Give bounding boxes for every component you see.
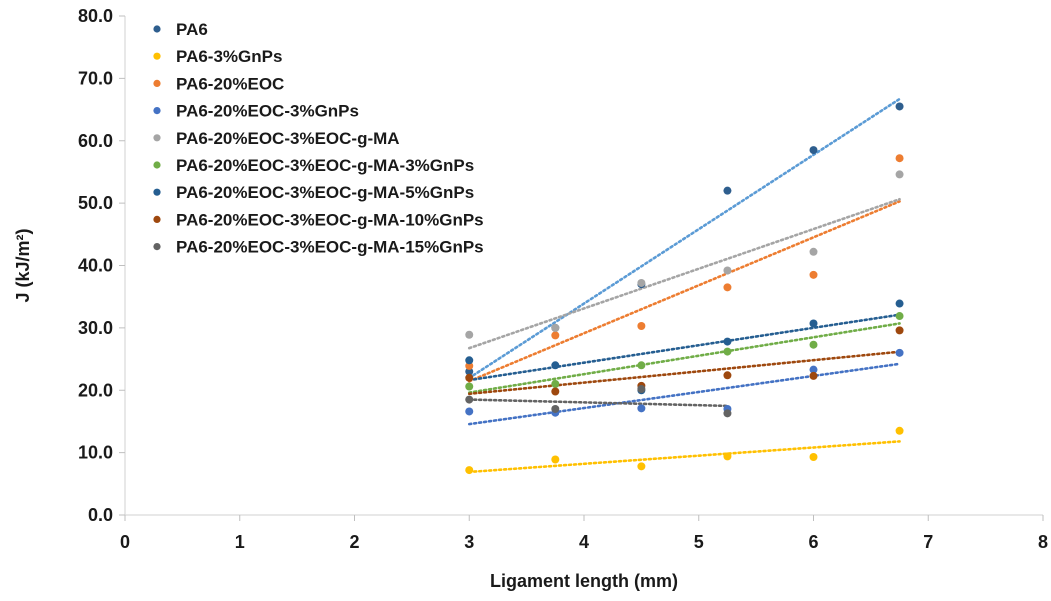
data-point-PA6-20%EOC-3%EOC-g-MA-3%GnPs bbox=[637, 361, 645, 369]
data-point-PA6-20%EOC-3%EOC-g-MA bbox=[723, 266, 731, 274]
data-point-PA6-20%EOC-3%EOC-g-MA-10%GnPs bbox=[896, 326, 904, 334]
data-point-PA6-20%EOC-3%EOC-g-MA-3%GnPs bbox=[465, 383, 473, 391]
legend-label: PA6-20%EOC bbox=[176, 74, 284, 93]
y-tick-label: 50.0 bbox=[78, 193, 113, 213]
data-point-PA6-20%EOC-3%GnPs bbox=[637, 404, 645, 412]
legend-marker-PA6 bbox=[153, 25, 160, 32]
y-tick-label: 10.0 bbox=[78, 443, 113, 463]
data-point-PA6-3%GnPs bbox=[551, 455, 559, 463]
data-point-PA6-20%EOC-3%EOC-g-MA-15%GnPs bbox=[465, 396, 473, 404]
data-point-PA6-20%EOC-3%EOC-g-MA-5%GnPs bbox=[896, 300, 904, 308]
data-point-PA6-20%EOC-3%EOC-g-MA bbox=[465, 331, 473, 339]
data-point-PA6-20%EOC bbox=[551, 331, 559, 339]
x-axis-title: Ligament length (mm) bbox=[490, 571, 678, 591]
data-point-PA6-20%EOC-3%GnPs bbox=[465, 407, 473, 415]
data-point-PA6-3%GnPs bbox=[637, 462, 645, 470]
data-point-PA6-20%EOC-3%EOC-g-MA-5%GnPs bbox=[551, 361, 559, 369]
data-point-PA6-3%GnPs bbox=[810, 453, 818, 461]
legend-marker-PA6-20%EOC-3%EOC-g-MA bbox=[153, 134, 160, 141]
data-point-PA6-20%EOC-3%EOC-g-MA-3%GnPs bbox=[810, 341, 818, 349]
legend-marker-PA6-20%EOC-3%EOC-g-MA-15%GnPs bbox=[153, 243, 160, 250]
y-tick-label: 30.0 bbox=[78, 318, 113, 338]
data-point-PA6 bbox=[810, 146, 818, 154]
x-tick-label: 1 bbox=[235, 532, 245, 552]
data-point-PA6-3%GnPs bbox=[896, 427, 904, 435]
legend-label: PA6-20%EOC-3%EOC-g-MA-3%GnPs bbox=[176, 156, 474, 175]
data-point-PA6-20%EOC-3%EOC-g-MA bbox=[551, 324, 559, 332]
data-points bbox=[465, 102, 903, 474]
data-point-PA6-20%EOC-3%EOC-g-MA-3%GnPs bbox=[896, 312, 904, 320]
data-point-PA6-20%EOC-3%EOC-g-MA-10%GnPs bbox=[465, 374, 473, 382]
legend-marker-PA6-20%EOC bbox=[153, 80, 160, 87]
data-point-PA6-20%EOC-3%EOC-g-MA-3%GnPs bbox=[551, 380, 559, 388]
legend-label: PA6-3%GnPs bbox=[176, 47, 282, 66]
trendlines bbox=[469, 99, 899, 472]
data-point-PA6-20%EOC-3%EOC-g-MA-3%GnPs bbox=[723, 348, 731, 356]
legend: PA6 PA6-3%GnPs PA6-20%EOC PA6-20%EOC-3%GnPs… bbox=[153, 20, 483, 257]
legend-label: PA6-20%EOC-3%EOC-g-MA-5%GnPs bbox=[176, 183, 474, 202]
y-axis-title: J (kJ/m²) bbox=[13, 228, 33, 302]
y-tick-label: 20.0 bbox=[78, 380, 113, 400]
x-tick-label: 5 bbox=[694, 532, 704, 552]
trendline-PA6-20%EOC-3%EOC-g-MA-5%GnPs bbox=[469, 315, 899, 380]
legend-label: PA6-20%EOC-3%GnPs bbox=[176, 102, 359, 121]
data-point-PA6-3%GnPs bbox=[723, 452, 731, 460]
data-point-PA6-20%EOC bbox=[637, 322, 645, 330]
data-point-PA6 bbox=[723, 187, 731, 195]
legend-label: PA6 bbox=[176, 20, 208, 39]
data-point-PA6-20%EOC-3%EOC-g-MA-10%GnPs bbox=[551, 387, 559, 395]
data-point-PA6-20%EOC-3%EOC-g-MA bbox=[810, 248, 818, 256]
legend-marker-PA6-20%EOC-3%EOC-g-MA-3%GnPs bbox=[153, 161, 160, 168]
data-point-PA6-20%EOC-3%EOC-g-MA-5%GnPs bbox=[810, 320, 818, 328]
data-point-PA6-20%EOC-3%EOC-g-MA-10%GnPs bbox=[810, 372, 818, 380]
legend-label: PA6-20%EOC-3%EOC-g-MA bbox=[176, 129, 400, 148]
data-point-PA6-20%EOC-3%EOC-g-MA-15%GnPs bbox=[723, 409, 731, 417]
trendline-PA6 bbox=[469, 99, 899, 378]
data-point-PA6-3%GnPs bbox=[465, 466, 473, 474]
x-tick-label: 3 bbox=[464, 532, 474, 552]
data-point-PA6 bbox=[896, 102, 904, 110]
data-point-PA6-20%EOC-3%EOC-g-MA-5%GnPs bbox=[723, 338, 731, 346]
trendline-PA6-20%EOC-3%EOC-g-MA bbox=[469, 199, 899, 348]
x-tick-label: 0 bbox=[120, 532, 130, 552]
data-point-PA6-20%EOC-3%EOC-g-MA-15%GnPs bbox=[637, 385, 645, 393]
data-point-PA6-20%EOC-3%EOC-g-MA-10%GnPs bbox=[723, 371, 731, 379]
y-tick-label: 70.0 bbox=[78, 68, 113, 88]
data-point-PA6-20%EOC-3%GnPs bbox=[896, 349, 904, 357]
data-point-PA6-20%EOC bbox=[723, 283, 731, 291]
legend-marker-PA6-20%EOC-3%EOC-g-MA-10%GnPs bbox=[153, 216, 160, 223]
y-tick-label: 60.0 bbox=[78, 131, 113, 151]
legend-marker-PA6-20%EOC-3%GnPs bbox=[153, 107, 160, 114]
y-tick-label: 80.0 bbox=[78, 6, 113, 26]
data-point-PA6-20%EOC bbox=[896, 154, 904, 162]
x-tick-label: 7 bbox=[923, 532, 933, 552]
trendline-PA6-20%EOC bbox=[469, 201, 899, 381]
legend-label: PA6-20%EOC-3%EOC-g-MA-15%GnPs bbox=[176, 238, 484, 257]
data-point-PA6-20%EOC-3%EOC-g-MA bbox=[637, 279, 645, 287]
x-tick-label: 8 bbox=[1038, 532, 1048, 552]
legend-label: PA6-20%EOC-3%EOC-g-MA-10%GnPs bbox=[176, 210, 484, 229]
x-tick-label: 4 bbox=[579, 532, 589, 552]
y-tick-label: 40.0 bbox=[78, 256, 113, 276]
x-tick-label: 2 bbox=[349, 532, 359, 552]
data-point-PA6-20%EOC-3%EOC-g-MA-15%GnPs bbox=[551, 405, 559, 413]
legend-marker-PA6-20%EOC-3%EOC-g-MA-5%GnPs bbox=[153, 189, 160, 196]
y-tick-label: 0.0 bbox=[88, 505, 113, 525]
data-point-PA6-20%EOC-3%EOC-g-MA-5%GnPs bbox=[465, 356, 473, 364]
trendline-PA6-3%GnPs bbox=[469, 441, 899, 472]
data-point-PA6-20%EOC bbox=[810, 271, 818, 279]
data-point-PA6-20%EOC-3%EOC-g-MA bbox=[896, 170, 904, 178]
x-tick-label: 6 bbox=[808, 532, 818, 552]
legend-marker-PA6-3%GnPs bbox=[153, 53, 160, 60]
